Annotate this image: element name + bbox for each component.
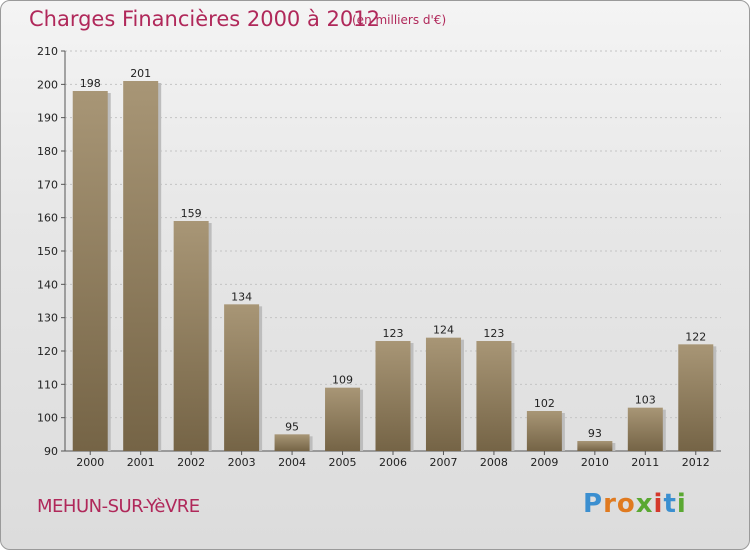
x-tick-labels: 2000 2001 2002 2003 2004 2005 2006 2007 2008 2009…: [76, 456, 710, 469]
x-tick-label: 2011: [631, 456, 659, 469]
value-label: 201: [130, 67, 151, 80]
y-tick-label: 210: [37, 45, 58, 58]
bar: [627, 407, 663, 451]
y-tick-label: 190: [37, 112, 58, 125]
proxiti-logo: Proxiti: [583, 489, 687, 519]
x-tick-label: 2002: [177, 456, 205, 469]
x-tick-label: 2003: [228, 456, 256, 469]
value-labels: 198 201 159 134 95 109 123 124 123 102 93 103 122: [80, 67, 707, 440]
bar: [325, 387, 361, 451]
value-label: 95: [285, 420, 299, 433]
value-label: 109: [332, 374, 353, 387]
y-tick-label: 120: [37, 345, 58, 358]
x-tick-label: 2005: [329, 456, 357, 469]
y-tick-label: 140: [37, 278, 58, 291]
grid-lines: [61, 50, 721, 452]
bar: [173, 221, 209, 451]
logo-letter: r: [603, 489, 617, 519]
bar: [577, 441, 613, 451]
value-label: 198: [80, 77, 101, 90]
bar: [678, 344, 714, 451]
value-label: 102: [534, 397, 555, 410]
y-tick-label: 200: [37, 78, 58, 91]
logo-letter: i: [676, 489, 687, 519]
logo-letter: o: [616, 489, 636, 519]
x-tick-label: 2000: [76, 456, 104, 469]
x-tick-label: 2012: [682, 456, 710, 469]
value-label: 103: [635, 394, 656, 407]
y-tick-label: 100: [37, 412, 58, 425]
chart-subtitle: (en milliers d'€): [352, 13, 447, 27]
y-tick-label: 150: [37, 245, 58, 258]
y-tick-label: 110: [37, 378, 58, 391]
x-tick-label: 2009: [530, 456, 558, 469]
logo-letter: t: [663, 489, 677, 519]
bar: [123, 81, 159, 451]
value-label: 159: [181, 207, 202, 220]
logo-letter: i: [653, 489, 664, 519]
value-label: 123: [383, 327, 404, 340]
value-label: 124: [433, 324, 454, 337]
bar: [375, 341, 411, 451]
x-tick-label: 2007: [429, 456, 457, 469]
y-tick-label: 130: [37, 312, 58, 325]
bar: [476, 341, 512, 451]
x-tick-label: 2010: [581, 456, 609, 469]
y-tick-labels: 90 100 110 120 130 140 150 160 170 180 190 200 210: [37, 45, 58, 458]
y-tick-label: 90: [44, 445, 58, 458]
x-tick-label: 2006: [379, 456, 407, 469]
value-label: 93: [588, 427, 602, 440]
x-tick-label: 2001: [127, 456, 155, 469]
chart-title: Charges Financières 2000 à 2012: [29, 7, 380, 31]
bars: [72, 81, 717, 451]
bar: [274, 434, 310, 451]
logo-letter: P: [583, 489, 604, 519]
value-label: 134: [231, 290, 252, 303]
bar: [224, 304, 260, 451]
y-tick-label: 160: [37, 212, 58, 225]
y-tick-label: 170: [37, 178, 58, 191]
x-tick-label: 2008: [480, 456, 508, 469]
logo-letter: x: [635, 489, 654, 519]
x-tick-label: 2004: [278, 456, 306, 469]
bar: [72, 91, 108, 451]
value-label: 122: [685, 330, 706, 343]
value-label: 123: [483, 327, 504, 340]
bar: [526, 411, 562, 451]
y-tick-label: 180: [37, 145, 58, 158]
bar: [425, 337, 461, 451]
location-name: MEHUN-SUR-YèVRE: [37, 496, 200, 517]
